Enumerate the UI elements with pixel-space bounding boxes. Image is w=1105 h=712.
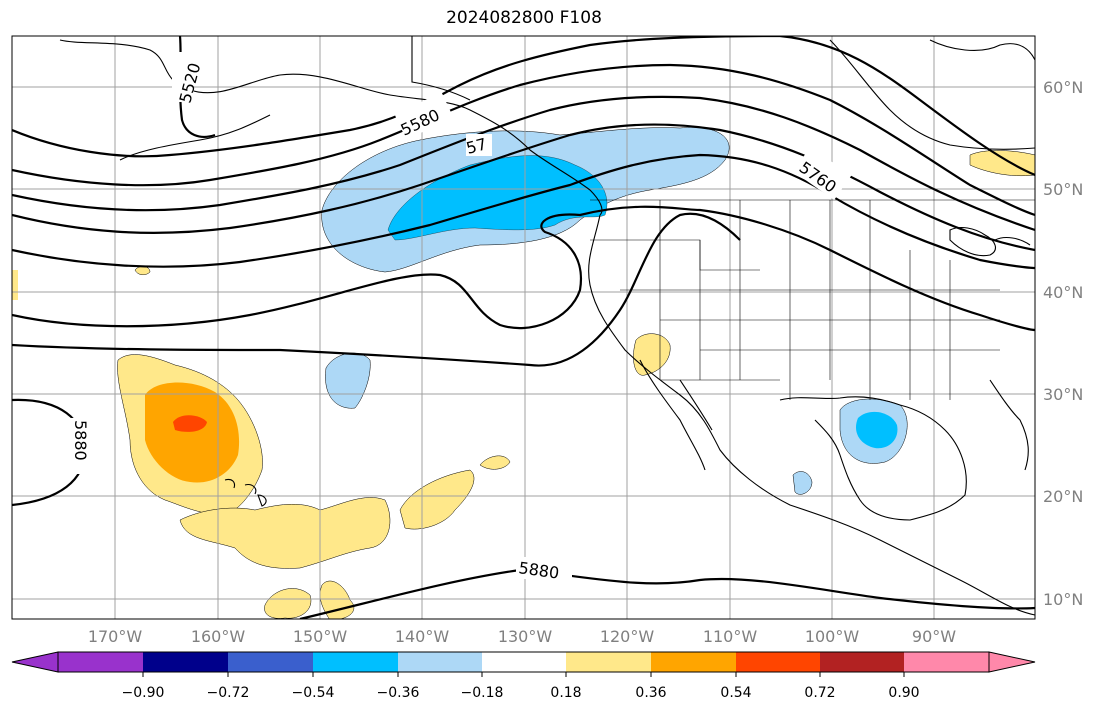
map-border bbox=[11, 35, 1036, 620]
colorbar: −0.90 −0.72 −0.54 −0.36 −0.18 0.18 0.36 … bbox=[11, 651, 1036, 701]
contour-5580 bbox=[12, 36, 1035, 177]
pos-anomaly-orange-hawaii bbox=[145, 382, 240, 483]
colorbar-extend-low bbox=[11, 651, 59, 673]
colorbar-seg-6 bbox=[482, 652, 566, 672]
lat-label-60: 60°N bbox=[1043, 78, 1083, 97]
colorbar-seg-1 bbox=[58, 652, 143, 672]
longitude-labels: 170°W 160°W 150°W 140°W 130°W 120°W 110°… bbox=[88, 627, 956, 646]
colorbar-seg-10 bbox=[820, 652, 904, 672]
lon-label-140w: 140°W bbox=[395, 627, 450, 646]
contour-trough bbox=[12, 205, 1035, 332]
colorbar-tick-10: 0.90 bbox=[888, 685, 919, 701]
map-title: 2024082800 F108 bbox=[446, 8, 602, 28]
latitude-labels: 60°N 50°N 40°N 30°N 20°N 10°N bbox=[1043, 78, 1083, 609]
colorbar-tick-7: 0.36 bbox=[635, 685, 666, 701]
colorbar-seg-8 bbox=[651, 652, 736, 672]
contour-c bbox=[12, 123, 1035, 252]
lat-label-10: 10°N bbox=[1043, 590, 1083, 609]
colorbar-tick-5: −0.18 bbox=[461, 685, 504, 701]
lon-label-170w: 170°W bbox=[88, 627, 143, 646]
neg-anomaly-medium-gulf bbox=[855, 411, 898, 449]
colorbar-tick-6: 0.18 bbox=[550, 685, 581, 701]
colorbar-seg-7 bbox=[566, 652, 651, 672]
pos-anomaly-light-edge bbox=[12, 270, 18, 300]
lon-label-120w: 120°W bbox=[600, 627, 655, 646]
contour-label-5880-west: 5880 bbox=[71, 420, 90, 461]
colorbar-tick-3: −0.54 bbox=[292, 685, 335, 701]
pos-anomaly-light-south bbox=[179, 497, 391, 569]
contour-b bbox=[12, 95, 1035, 232]
colorbar-tick-2: −0.72 bbox=[207, 685, 250, 701]
pos-anomaly-light-central bbox=[399, 469, 475, 530]
pos-anomaly-light-small bbox=[479, 455, 511, 470]
contour-5880-south bbox=[299, 568, 1035, 619]
lon-label-110w: 110°W bbox=[703, 627, 758, 646]
colorbar-seg-2 bbox=[143, 652, 228, 672]
lat-label-20: 20°N bbox=[1043, 487, 1083, 506]
contour-5760 bbox=[12, 153, 1035, 270]
coastlines bbox=[59, 36, 1035, 616]
lat-label-50: 50°N bbox=[1043, 180, 1083, 199]
pos-anomaly-red-hawaii bbox=[173, 415, 207, 432]
colorbar-tick-8: 0.54 bbox=[720, 685, 751, 701]
colorbar-seg-3 bbox=[228, 652, 313, 672]
colorbar-outline bbox=[57, 651, 990, 673]
lon-label-160w: 160°W bbox=[191, 627, 246, 646]
contour-a bbox=[12, 63, 1035, 217]
gridlines bbox=[12, 36, 1035, 619]
lon-label-90w: 90°W bbox=[912, 627, 956, 646]
colorbar-tick-9: 0.72 bbox=[804, 685, 835, 701]
contour-labels: 5520 5580 57 5760 5880 5880 bbox=[68, 52, 852, 583]
colorbar-extend-high bbox=[988, 651, 1036, 673]
neg-anomaly-medium-npac bbox=[387, 155, 608, 241]
lat-label-40: 40°N bbox=[1043, 283, 1083, 302]
pos-anomaly-light-bottom1 bbox=[264, 588, 312, 619]
lat-label-30: 30°N bbox=[1043, 385, 1083, 404]
colorbar-seg-4 bbox=[313, 652, 398, 672]
neg-anomaly-light-mexico bbox=[792, 471, 813, 495]
lon-label-150w: 150°W bbox=[293, 627, 348, 646]
lon-label-100w: 100°W bbox=[805, 627, 860, 646]
state-borders bbox=[590, 199, 1035, 400]
colorbar-seg-11 bbox=[904, 652, 989, 672]
colorbar-seg-5 bbox=[398, 652, 482, 672]
contour-label-57: 57 bbox=[464, 134, 489, 158]
lon-label-130w: 130°W bbox=[498, 627, 553, 646]
colorbar-seg-9 bbox=[736, 652, 820, 672]
height-contours bbox=[12, 36, 1035, 619]
colorbar-tick-1: −0.90 bbox=[122, 685, 165, 701]
colorbar-tick-4: −0.36 bbox=[377, 685, 420, 701]
pos-anomaly-light-bottom2 bbox=[319, 580, 355, 619]
contour-5880-north bbox=[12, 212, 741, 367]
